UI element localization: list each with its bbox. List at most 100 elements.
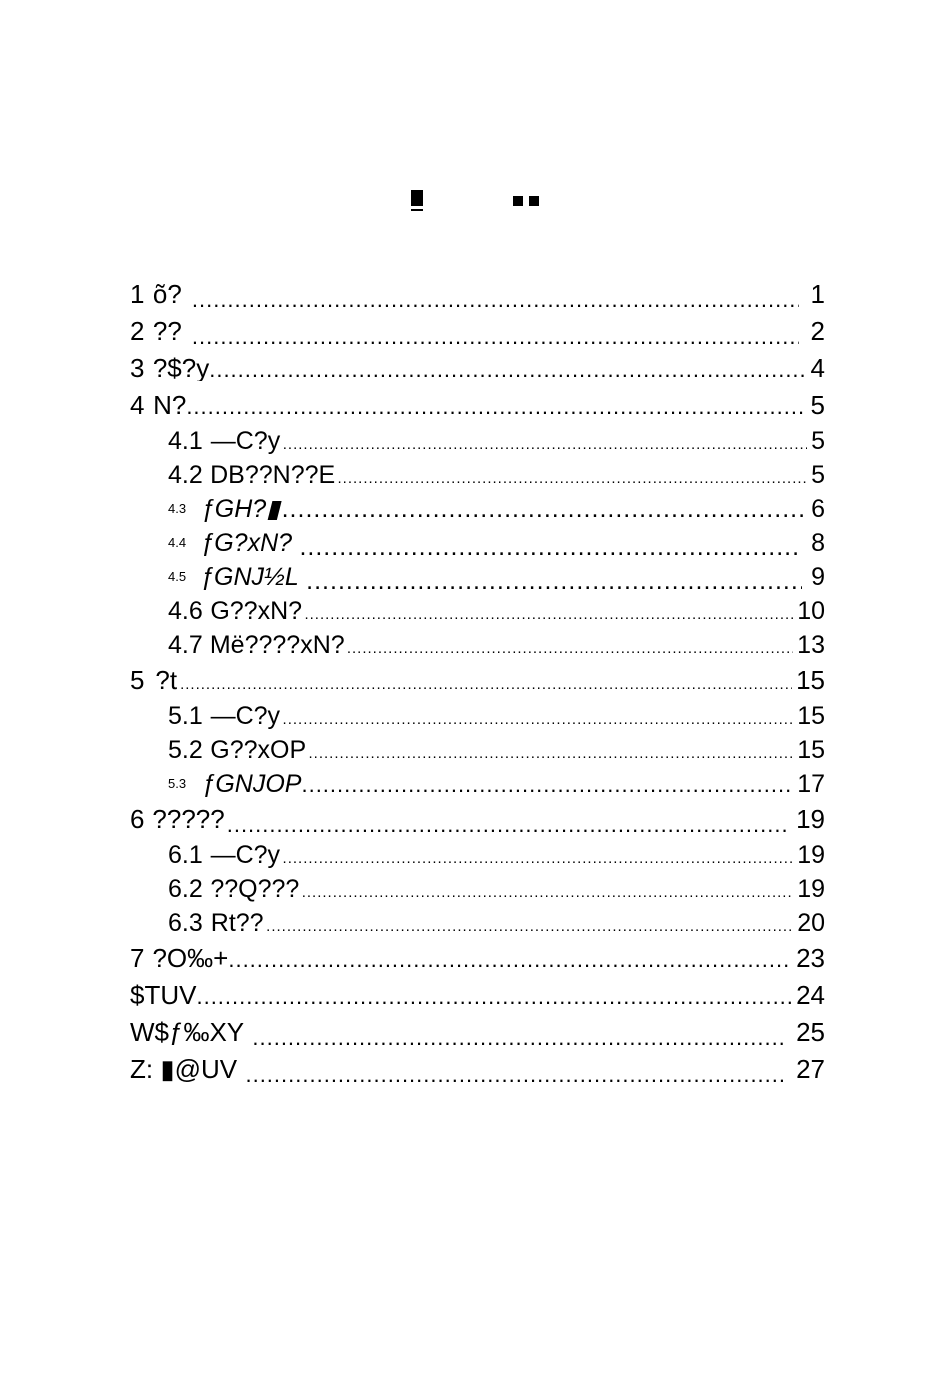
entry-title: ƒGH?▮ (201, 497, 280, 522)
entry-number: 4.4 (168, 536, 186, 549)
entry-leader (266, 919, 793, 934)
entry-leader (228, 949, 792, 971)
entry-page: 19 (797, 843, 825, 868)
entry-page: 8 (811, 531, 825, 556)
entry-number: 5.3 (168, 777, 186, 790)
entry-title: ?? (153, 318, 182, 344)
toc-entry: 4.6 G??xN? 10 (130, 599, 825, 624)
toc-entry: 4.4 ƒG?xN? 8 (130, 531, 825, 556)
toc-entry: 1 õ? 1 (130, 281, 825, 307)
entry-leader (192, 326, 799, 344)
entry-number: 5 (130, 667, 144, 693)
entry-leader (245, 1064, 786, 1082)
heading-glyph-right (513, 196, 539, 206)
entry-page: 4 (811, 355, 825, 381)
heading-glyph-row (0, 190, 950, 211)
entry-page: 19 (796, 806, 825, 832)
toc-entry: 5.1 —C?y 15 (130, 704, 825, 729)
entry-title: —C?y (211, 429, 280, 454)
entry-page: 24 (796, 982, 825, 1008)
toc-entry: 5.3 ƒGNJOP 17 (130, 772, 825, 797)
toc-entry: 4.3 ƒGH?▮ 6 (130, 497, 825, 522)
entry-leader (186, 396, 806, 418)
entry-page: 6 (811, 497, 825, 522)
page: 1 õ? 1 2 ?? 2 3 ?$?y 4 4 (0, 0, 950, 1378)
toc-entry: 4 N? 5 (130, 392, 825, 418)
entry-number: 6.2 (168, 877, 203, 902)
entry-leader (180, 677, 792, 692)
toc-entry: 3 ?$?y 4 (130, 355, 825, 381)
entry-title: ?$?y (153, 355, 209, 381)
entry-leader (209, 359, 806, 381)
entry-number: 6.3 (168, 911, 203, 936)
entry-number: 4.1 (168, 429, 203, 454)
entry-page: 5 (811, 463, 825, 488)
entry-number: 3 (130, 355, 144, 381)
toc-entry: 6.3 Rt?? 20 (130, 911, 825, 936)
entry-title: Më????xN? (210, 633, 345, 658)
entry-leader (282, 497, 807, 522)
table-of-contents: 1 õ? 1 2 ?? 2 3 ?$?y 4 4 (130, 281, 825, 1082)
toc-entry: 4.5 ƒGNJ½L 9 (130, 565, 825, 590)
entry-number: 7 (130, 945, 144, 971)
entry-leader (192, 289, 799, 307)
entry-page: 25 (796, 1019, 825, 1045)
heading-glyph-left (411, 190, 423, 211)
entry-page: 5 (811, 429, 825, 454)
entry-number: 4.3 (168, 502, 186, 515)
entry-title: õ? (153, 281, 182, 307)
entry-title: —C?y (211, 843, 280, 868)
entry-title: Z: ▮@UV (130, 1056, 237, 1082)
entry-page: 27 (796, 1056, 825, 1082)
entry-title: ?O‰+ (152, 945, 228, 971)
entry-page: 10 (797, 599, 825, 624)
entry-title: Rt?? (211, 911, 264, 936)
entry-leader (301, 774, 793, 796)
toc-entry: 5 ?t 15 (130, 667, 825, 693)
entry-number: 6 (130, 806, 144, 832)
entry-page: 20 (797, 911, 825, 936)
toc-entry: 2 ?? 2 (130, 318, 825, 344)
entry-number: 4 (130, 392, 144, 418)
entry-number: 4.7 (168, 633, 203, 658)
toc-entry: Z: ▮@UV 27 (130, 1056, 825, 1082)
entry-title: ƒGNJOP (201, 772, 301, 797)
entry-page: 17 (797, 772, 825, 797)
entry-number: 4.5 (168, 570, 186, 583)
entry-leader (283, 712, 794, 727)
entry-leader (309, 746, 794, 761)
toc-entry: 7 ?O‰+ 23 (130, 945, 825, 971)
entry-title: ƒG?xN? (200, 531, 292, 556)
entry-leader (337, 471, 807, 486)
toc-entry: 6.2 ??Q??? 19 (130, 877, 825, 902)
entry-page: 15 (796, 667, 825, 693)
toc-entry: W$ƒ‰XY 25 (130, 1019, 825, 1045)
entry-number: 5.2 (168, 738, 203, 763)
entry-title: G??xOP (210, 738, 306, 763)
entry-leader (347, 641, 793, 656)
entry-title: ?t (155, 667, 177, 693)
entry-leader (283, 437, 807, 452)
entry-title: —C?y (211, 704, 280, 729)
toc-entry: 4.1 —C?y 5 (130, 429, 825, 454)
entry-page: 13 (797, 633, 825, 658)
entry-title: G??xN? (210, 599, 302, 624)
entry-title: $TUV (130, 982, 196, 1008)
entry-title: ??Q??? (210, 877, 299, 902)
entry-number: 4.2 (168, 463, 203, 488)
entry-title: DB??N??E (210, 463, 335, 488)
entry-leader (252, 1027, 787, 1045)
entry-page: 2 (811, 318, 825, 344)
entry-number: 4.6 (168, 599, 203, 624)
entry-page: 19 (797, 877, 825, 902)
entry-page: 1 (811, 281, 825, 307)
entry-number: 1 (130, 281, 144, 307)
entry-number: 6.1 (168, 843, 203, 868)
entry-title: N? (153, 392, 186, 418)
entry-title: ƒGNJ½L (200, 565, 299, 590)
entry-leader (227, 814, 786, 832)
toc-entry: 5.2 G??xOP 15 (130, 738, 825, 763)
entry-page: 15 (797, 738, 825, 763)
toc-entry: 4.7 Më????xN? 13 (130, 633, 825, 658)
entry-leader (196, 986, 792, 1008)
